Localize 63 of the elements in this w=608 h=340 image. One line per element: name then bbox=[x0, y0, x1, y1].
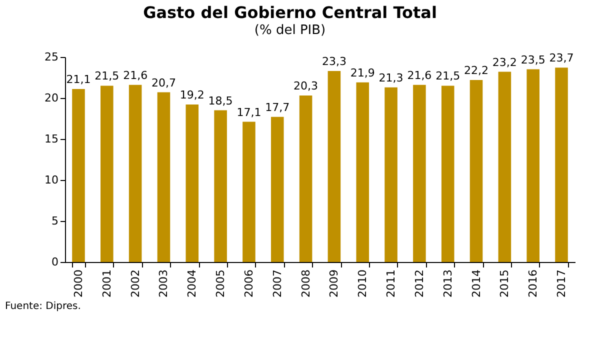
bar bbox=[470, 80, 483, 262]
y-tick-label: 20 bbox=[44, 92, 58, 104]
x-tick-label: 2016 bbox=[526, 270, 540, 298]
data-label: 23,2 bbox=[492, 56, 517, 69]
y-tick-label: 15 bbox=[44, 132, 58, 146]
data-label: 17,1 bbox=[236, 106, 262, 119]
data-label: 21,6 bbox=[407, 68, 432, 82]
bar bbox=[441, 86, 454, 262]
data-label: 19,2 bbox=[180, 88, 204, 102]
bar bbox=[72, 88, 85, 262]
x-tick-label: 2010 bbox=[356, 270, 370, 298]
data-label: 20,7 bbox=[151, 76, 176, 90]
y-tick-label: 5 bbox=[52, 214, 58, 228]
x-tick-label: 2014 bbox=[470, 270, 483, 298]
bar bbox=[214, 110, 227, 262]
data-label: 23,7 bbox=[549, 52, 574, 65]
bar bbox=[242, 122, 256, 262]
bar bbox=[186, 104, 199, 262]
x-tick-label: 2003 bbox=[157, 270, 170, 298]
bar bbox=[498, 72, 512, 262]
x-tick-label: 2017 bbox=[555, 270, 568, 298]
data-label: 21,3 bbox=[378, 71, 404, 84]
bar bbox=[299, 96, 312, 262]
y-tick-label: 25 bbox=[44, 50, 58, 64]
x-tick-label: 2013 bbox=[441, 270, 454, 298]
bar bbox=[413, 84, 426, 262]
data-label: 20,3 bbox=[294, 80, 318, 93]
x-tick-label: 2000 bbox=[72, 270, 85, 298]
data-label: 21,1 bbox=[66, 72, 91, 86]
x-tick-label: 2001 bbox=[100, 270, 114, 298]
bar bbox=[157, 92, 170, 262]
source-note: Fuente: Dipres. bbox=[5, 301, 81, 312]
data-label: 23,5 bbox=[520, 53, 546, 66]
bar bbox=[100, 86, 114, 262]
y-tick-label: 10 bbox=[44, 174, 58, 186]
bar bbox=[555, 68, 568, 262]
data-label: 22,2 bbox=[464, 64, 489, 77]
bar bbox=[526, 69, 540, 262]
data-label: 21,6 bbox=[123, 68, 148, 82]
x-tick-label: 2015 bbox=[498, 270, 512, 298]
data-label: 21,5 bbox=[436, 70, 460, 83]
x-tick-label: 2007 bbox=[270, 270, 284, 298]
x-tick-label: 2009 bbox=[328, 270, 341, 298]
x-tick-label: 2005 bbox=[214, 270, 228, 298]
chart-subtitle: (% del PIB) bbox=[254, 23, 326, 38]
chart-title: Gasto del Gobierno Central Total bbox=[143, 3, 437, 22]
data-label: 17,7 bbox=[265, 100, 290, 114]
x-tick-label: 2006 bbox=[242, 270, 256, 298]
x-tick-label: 2004 bbox=[186, 270, 199, 298]
bar bbox=[384, 87, 398, 262]
x-tick-label: 2002 bbox=[128, 270, 142, 298]
data-label: 21,5 bbox=[94, 70, 120, 83]
bar bbox=[328, 70, 341, 262]
x-tick-label: 2008 bbox=[299, 270, 312, 298]
bar bbox=[270, 116, 284, 262]
bar bbox=[128, 84, 142, 262]
bar bbox=[356, 82, 370, 262]
data-label: 23,3 bbox=[322, 54, 346, 68]
x-tick-label: 2012 bbox=[412, 270, 426, 298]
data-label: 18,5 bbox=[208, 94, 233, 108]
y-tick-label: 0 bbox=[52, 256, 58, 268]
data-label: 21,9 bbox=[350, 66, 375, 80]
x-tick-label: 2011 bbox=[384, 270, 398, 298]
